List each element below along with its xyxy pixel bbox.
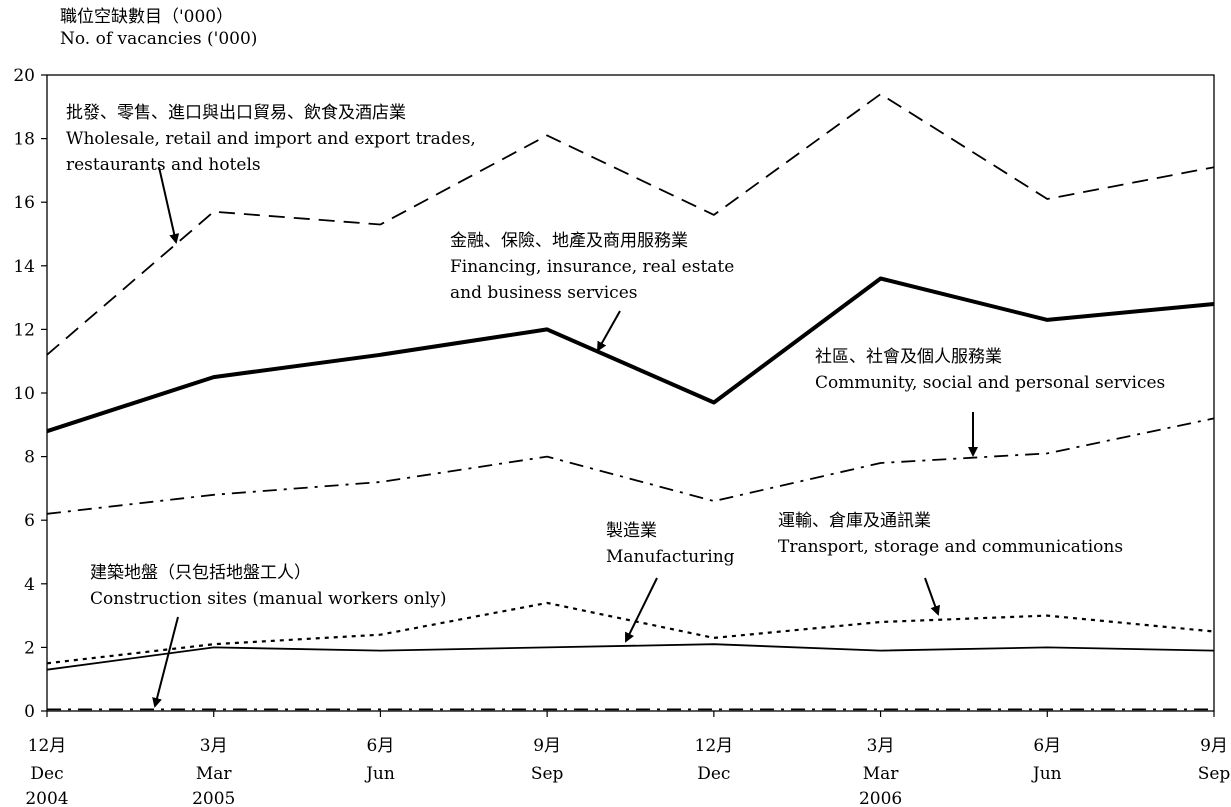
y-tick-label: 20 bbox=[13, 66, 35, 86]
series-line-1 bbox=[46, 276, 1215, 434]
y-axis-title: 職位空缺數目（'000） No. of vacancies ('000) bbox=[60, 6, 257, 50]
arrow-construction bbox=[152, 616, 179, 708]
x-tick-label-zh: 9月 bbox=[533, 736, 561, 756]
annotation-construction-en: Construction sites (manual workers only) bbox=[90, 589, 447, 609]
x-tick-label-zh: 6月 bbox=[367, 736, 395, 756]
annotation-financing-en-1: Financing, insurance, real estate bbox=[450, 257, 735, 277]
annotation-transport-en: Transport, storage and communications bbox=[778, 537, 1124, 557]
series-line-4 bbox=[46, 643, 1215, 671]
y-tick-label: 10 bbox=[13, 384, 35, 404]
x-tick-label-en: Sep bbox=[531, 764, 564, 784]
series-line-3 bbox=[46, 601, 1215, 665]
annotation-financing: 金融、保險、地產及商用服務業 Financing, insurance, rea… bbox=[450, 228, 734, 306]
y-tick-label: 18 bbox=[13, 130, 35, 150]
y-tick-label: 12 bbox=[13, 320, 35, 340]
x-tick-label-en: Jun bbox=[364, 764, 395, 784]
annotation-wholesale-en-2: restaurants and hotels bbox=[66, 155, 261, 175]
y-tick-label: 4 bbox=[24, 575, 35, 595]
x-tick-label-en: Jun bbox=[1031, 764, 1062, 784]
series-line-2 bbox=[46, 417, 1215, 515]
annotation-manufacturing-zh: 製造業 bbox=[606, 521, 657, 541]
annotation-financing-zh: 金融、保險、地產及商用服務業 bbox=[450, 231, 688, 251]
arrow-transport bbox=[924, 577, 940, 616]
y-axis-title-en: No. of vacancies ('000) bbox=[60, 29, 258, 49]
annotation-manufacturing-en: Manufacturing bbox=[606, 547, 735, 567]
annotation-construction: 建築地盤（只包括地盤工人） Construction sites (manual… bbox=[90, 560, 447, 612]
x-tick-label-en: Mar bbox=[863, 764, 900, 784]
y-tick-label: 2 bbox=[24, 638, 35, 658]
x-tick-label-en: Mar bbox=[196, 764, 233, 784]
arrow-manufacturing bbox=[625, 577, 658, 643]
series-line-0 bbox=[46, 93, 1215, 356]
arrow-financing bbox=[597, 310, 621, 352]
annotation-transport: 運輸、倉庫及通訊業 Transport, storage and communi… bbox=[778, 508, 1123, 560]
annotation-community-en: Community, social and personal services bbox=[815, 373, 1166, 393]
x-tick-label-zh: 3月 bbox=[867, 736, 895, 756]
x-tick-label-zh: 6月 bbox=[1033, 736, 1061, 756]
x-tick-label-zh: 9月 bbox=[1200, 736, 1228, 756]
y-axis-title-zh: 職位空缺數目（'000） bbox=[60, 7, 234, 27]
annotation-wholesale: 批發、零售、進口與出口貿易、飲食及酒店業 Wholesale, retail a… bbox=[66, 100, 476, 178]
y-tick-label: 6 bbox=[24, 511, 35, 531]
x-tick-label-year: 2004 bbox=[25, 789, 68, 807]
x-tick-label-en: Sep bbox=[1198, 764, 1231, 784]
x-tick-label-zh: 3月 bbox=[200, 736, 228, 756]
y-tick-label: 14 bbox=[13, 257, 35, 277]
annotation-transport-zh: 運輸、倉庫及通訊業 bbox=[778, 511, 931, 531]
x-tick-label-en: Dec bbox=[30, 764, 63, 784]
x-tick-label-en: Dec bbox=[697, 764, 730, 784]
y-tick-label: 0 bbox=[24, 702, 35, 722]
y-tick-label: 16 bbox=[13, 193, 35, 213]
annotation-manufacturing: 製造業 Manufacturing bbox=[606, 518, 735, 570]
annotation-community: 社區、社會及個人服務業 Community, social and person… bbox=[815, 344, 1165, 396]
x-tick-label-year: 2006 bbox=[859, 789, 902, 807]
arrow-wholesale bbox=[158, 166, 180, 244]
x-tick-label-year: 2005 bbox=[192, 789, 235, 807]
x-tick-label-zh: 12月 bbox=[695, 736, 734, 756]
y-tick-label: 8 bbox=[24, 448, 35, 468]
annotation-construction-zh: 建築地盤（只包括地盤工人） bbox=[90, 563, 311, 583]
annotation-financing-en-2: and business services bbox=[450, 283, 638, 303]
x-tick-label-zh: 12月 bbox=[28, 736, 67, 756]
annotation-community-zh: 社區、社會及個人服務業 bbox=[815, 347, 1002, 367]
annotation-wholesale-en-1: Wholesale, retail and import and export … bbox=[66, 129, 476, 149]
annotation-wholesale-zh: 批發、零售、進口與出口貿易、飲食及酒店業 bbox=[66, 103, 406, 123]
